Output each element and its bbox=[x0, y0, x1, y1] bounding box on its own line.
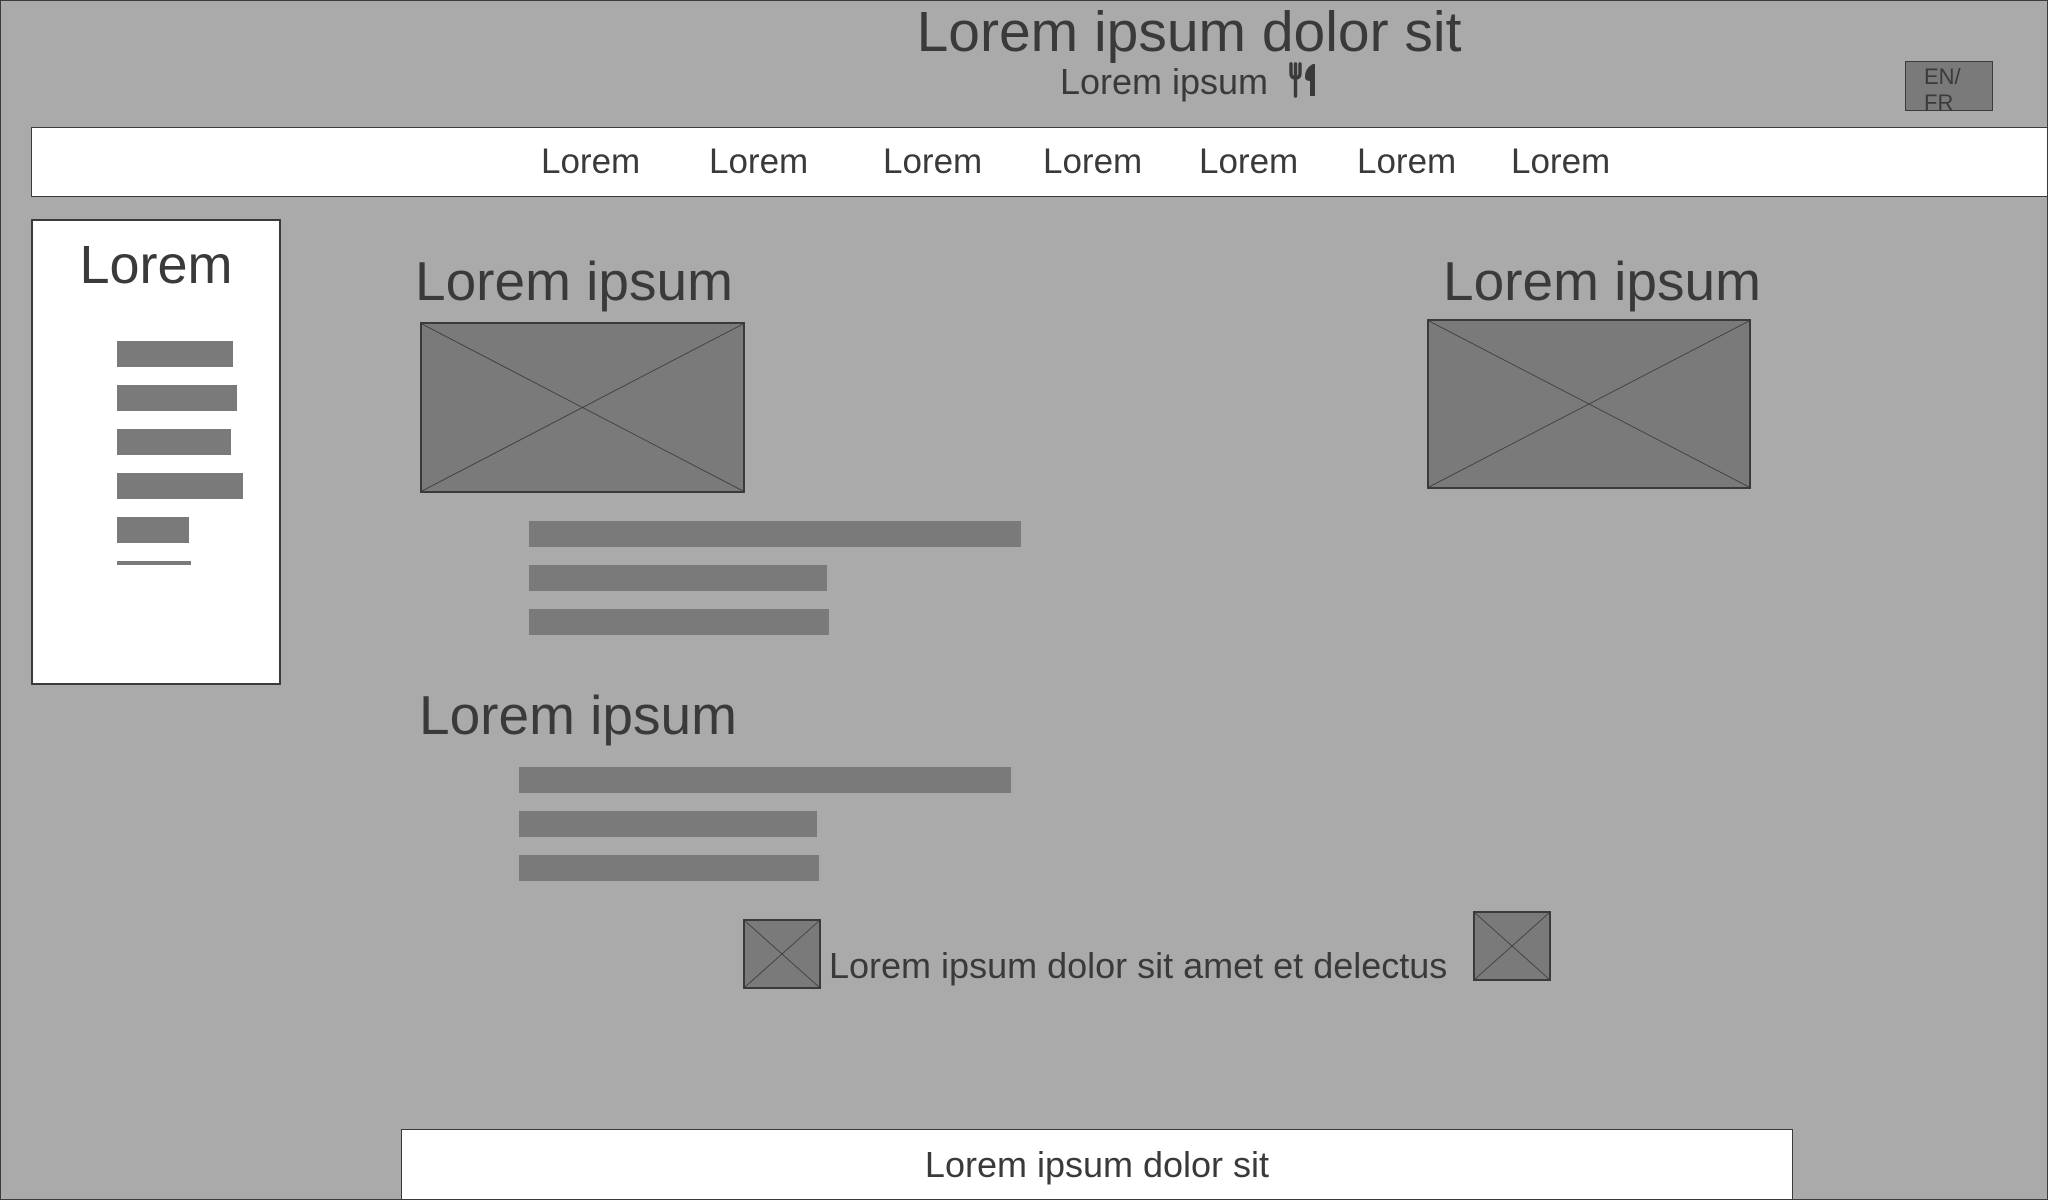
sidebar-link-placeholder[interactable] bbox=[117, 341, 233, 367]
small-image-placeholder-right bbox=[1473, 911, 1551, 981]
text-line-placeholder bbox=[529, 521, 1021, 547]
text-line-placeholder bbox=[529, 609, 829, 635]
site-subtitle: Lorem ipsum bbox=[701, 59, 1677, 105]
footer-bar: Lorem ipsum dolor sit bbox=[401, 1129, 1793, 1199]
text-line-placeholder bbox=[519, 767, 1011, 793]
sidebar: Lorem bbox=[31, 219, 281, 685]
image-placeholder-cross bbox=[1429, 321, 1749, 487]
sidebar-link-placeholder[interactable] bbox=[117, 429, 231, 455]
text-line-placeholder bbox=[519, 811, 817, 837]
image-placeholder-1 bbox=[420, 322, 745, 493]
sidebar-link-placeholder[interactable] bbox=[117, 385, 237, 411]
text-line-placeholder bbox=[519, 855, 819, 881]
sidebar-divider bbox=[117, 561, 191, 565]
small-image-placeholder-left bbox=[743, 919, 821, 989]
nav-item-1[interactable]: Lorem bbox=[541, 142, 641, 181]
sidebar-link-placeholder[interactable] bbox=[117, 517, 189, 543]
language-toggle-button[interactable]: EN/ FR bbox=[1905, 61, 1993, 111]
image-placeholder-cross bbox=[1475, 913, 1549, 979]
section-heading-3: Lorem ipsum bbox=[1443, 250, 1761, 312]
utensils-icon bbox=[1288, 62, 1318, 98]
footer-note-text: Lorem ipsum dolor sit amet et delectus bbox=[829, 945, 1448, 986]
nav-item-7[interactable]: Lorem bbox=[1511, 142, 1611, 181]
nav-item-6[interactable]: Lorem bbox=[1357, 142, 1457, 181]
sidebar-title: Lorem bbox=[79, 235, 233, 295]
nav-bar: Lorem Lorem Lorem Lorem Lorem Lorem Lore… bbox=[31, 127, 2047, 197]
site-subtitle-text: Lorem ipsum bbox=[1059, 61, 1269, 102]
section-heading-2: Lorem ipsum bbox=[419, 684, 737, 746]
site-title: Lorem ipsum dolor sit bbox=[916, 0, 1462, 64]
section-heading-1: Lorem ipsum bbox=[415, 250, 733, 312]
text-line-placeholder bbox=[529, 565, 827, 591]
nav-item-5[interactable]: Lorem bbox=[1199, 142, 1299, 181]
image-placeholder-2 bbox=[1427, 319, 1751, 489]
image-placeholder-cross bbox=[745, 921, 819, 987]
nav-item-2[interactable]: Lorem bbox=[709, 142, 809, 181]
nav-item-4[interactable]: Lorem bbox=[1043, 142, 1143, 181]
nav-item-3[interactable]: Lorem bbox=[883, 142, 983, 181]
image-placeholder-cross bbox=[422, 324, 743, 491]
sidebar-link-placeholder[interactable] bbox=[117, 473, 243, 499]
